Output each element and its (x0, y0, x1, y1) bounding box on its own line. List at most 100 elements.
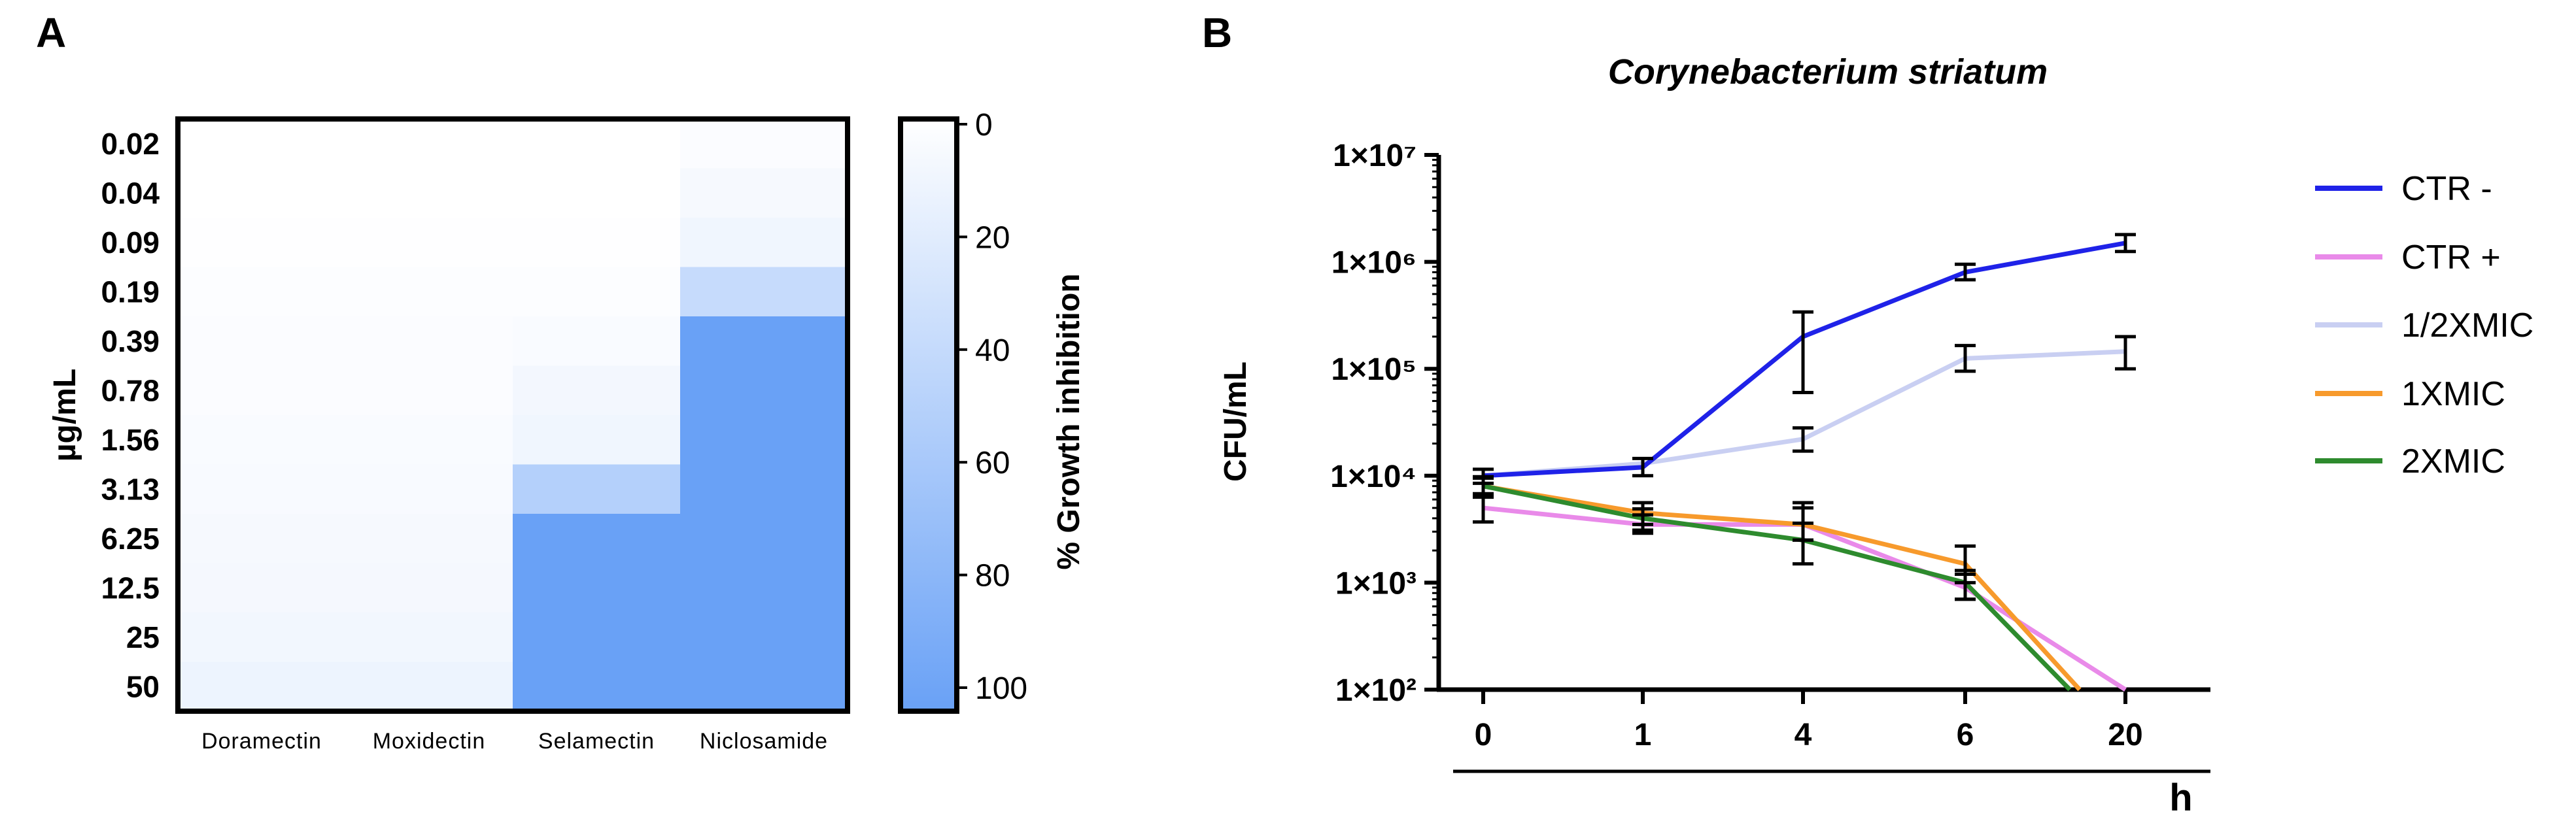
heatmap-cell (178, 218, 346, 268)
heatmap-cell (345, 316, 513, 367)
heatmap-cell (178, 316, 346, 367)
heatmap-cell (345, 168, 513, 218)
colorbar-ticks: 0 20 40 60 80 100 (957, 108, 1027, 706)
heatmap-cell (680, 168, 848, 218)
heatmap-cell (513, 662, 681, 712)
heatmap-row-label: 0.19 (101, 275, 160, 309)
line-chart-title: Corynebacterium striatum (1608, 52, 2048, 92)
y-tick-label: 1×10⁷ (1333, 139, 1417, 173)
heatmap-cell (345, 119, 513, 169)
heatmap-cell (345, 612, 513, 663)
line-y-axis-title: CFU/mL (1218, 361, 1253, 482)
heatmap-cell (178, 415, 346, 465)
x-tick-label: 4 (1795, 718, 1812, 752)
colorbar-tick-label: 0 (975, 108, 993, 142)
x-tick-label: 20 (2108, 718, 2142, 752)
heatmap-cell (680, 514, 848, 564)
colorbar-title: % Growth inhibition (1052, 273, 1086, 569)
heatmap-cell (178, 464, 346, 514)
heatmap-cell (680, 316, 848, 367)
heatmap-column-label: Niclosamide (700, 729, 828, 754)
heatmap-cell (178, 662, 346, 712)
heatmap-cell (680, 464, 848, 514)
heatmap-cell (178, 612, 346, 663)
y-tick-label: 1×10⁶ (1331, 246, 1417, 280)
heatmap-y-axis-title: µg/mL (48, 369, 82, 461)
heatmap-cell (513, 218, 681, 268)
heatmap-cell (680, 119, 848, 169)
heatmap-row-label: 6.25 (101, 522, 160, 556)
legend-label: 2XMIC (2401, 443, 2505, 480)
legend-label: CTR - (2401, 170, 2492, 208)
heatmap-cell (513, 514, 681, 564)
heatmap-row-label: 0.02 (101, 127, 160, 161)
heatmap-cell (513, 119, 681, 169)
line-chart-error-bars (1473, 233, 2136, 601)
y-tick-label: 1×10³ (1335, 566, 1417, 601)
legend-label: CTR + (2401, 239, 2501, 277)
heatmap-cell (178, 514, 346, 564)
heatmap-cell (680, 365, 848, 416)
heatmap-cell (345, 218, 513, 268)
heatmap-cell (513, 168, 681, 218)
heatmap-row-labels: 0.02 0.04 0.09 0.19 0.39 0.78 1.56 3.13 6.25 12.5… (101, 127, 160, 704)
heatmap-row-label: 0.04 (101, 176, 160, 210)
heatmap-cell (345, 662, 513, 712)
heatmap-row-label: 25 (126, 620, 160, 654)
heatmap-cell (680, 612, 848, 663)
heatmap-row-label: 0.78 (101, 373, 160, 407)
heatmap-cell (513, 267, 681, 317)
heatmap-cell (680, 267, 848, 317)
heatmap-cell (178, 168, 346, 218)
heatmap-cell (513, 316, 681, 367)
heatmap-row-label: 1.56 (101, 423, 160, 457)
legend-label: 1XMIC (2401, 375, 2505, 413)
x-tick-label: 1 (1634, 718, 1652, 752)
heatmap-column-label: Moxidectin (373, 729, 486, 754)
colorbar-tick-label: 40 (975, 333, 1010, 368)
heatmap-cell (178, 563, 346, 613)
heatmap-row-label: 12.5 (101, 571, 160, 605)
heatmap-column-labels: Doramectin Moxidectin Selamectin Niclosamid… (201, 729, 828, 754)
heatmap-row-label: 50 (126, 669, 160, 703)
legend-label: 1/2XMIC (2401, 307, 2533, 344)
heatmap-column-label: Doramectin (201, 729, 322, 754)
heatmap-row-label: 0.39 (101, 324, 160, 358)
heatmap-grid (178, 119, 848, 712)
x-tick-label: 6 (1957, 718, 1974, 752)
heatmap-cell (513, 464, 681, 514)
line-x-axis-title: h (2169, 777, 2192, 819)
y-tick-label: 1×10² (1335, 673, 1417, 708)
heatmap-row-label: 0.09 (101, 226, 160, 260)
heatmap-cell (345, 514, 513, 564)
heatmap-cell (680, 218, 848, 268)
heatmap-column-label: Selamectin (538, 729, 655, 754)
heatmap-cell (513, 563, 681, 613)
line-chart-series (1483, 241, 2127, 692)
heatmap-frame (175, 116, 850, 714)
colorbar-tick-label: 60 (975, 446, 1010, 480)
heatmap-cell (513, 415, 681, 465)
heatmap-cell (345, 464, 513, 514)
y-tick-label: 1×10⁴ (1330, 460, 1417, 494)
heatmap-cell (345, 415, 513, 465)
heatmap-cell (680, 662, 848, 712)
panel-a-letter: A (36, 9, 66, 56)
colorbar-tick-label: 100 (975, 671, 1027, 706)
colorbar-tick-label: 80 (975, 559, 1010, 594)
heatmap-cell (178, 267, 346, 317)
heatmap-cell (680, 563, 848, 613)
heatmap-cell (178, 119, 346, 169)
panel-b-letter: B (1202, 9, 1232, 56)
heatmap-cell (680, 415, 848, 465)
heatmap-cell (513, 612, 681, 663)
x-tick-label: 0 (1475, 718, 1492, 752)
heatmap-cell (178, 365, 346, 416)
heatmap-cell (345, 563, 513, 613)
heatmap-cell (345, 365, 513, 416)
y-tick-label: 1×10⁵ (1331, 352, 1417, 387)
line-chart-axes: 1×10² 1×10³ 1×10⁴ 1×10⁵ 1×10⁶ 1×10⁷ 0 1 4 6 20 (1330, 139, 2210, 773)
heatmap-cell (513, 365, 681, 416)
heatmap-cell (345, 267, 513, 317)
